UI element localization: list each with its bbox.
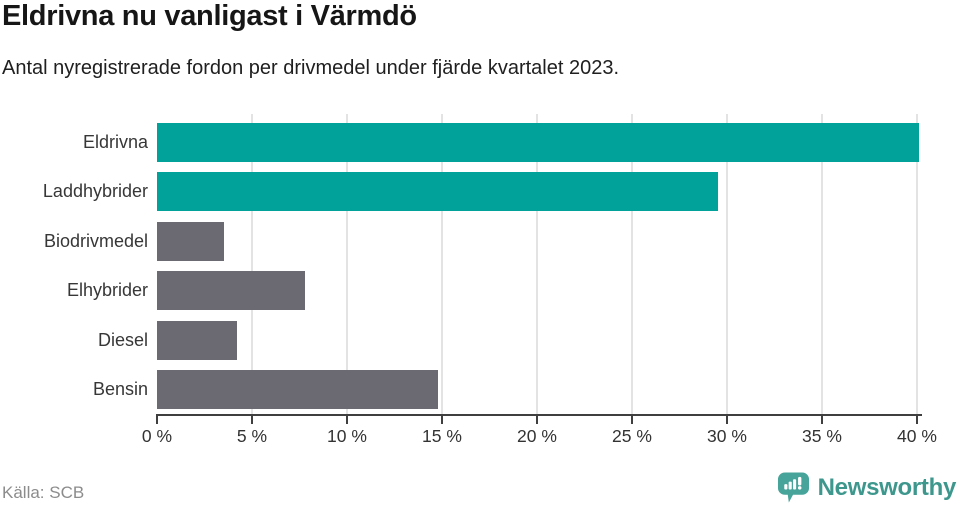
x-tick	[916, 416, 918, 424]
gridline	[251, 114, 253, 414]
newsworthy-logo-icon	[777, 472, 809, 503]
gridline	[631, 114, 633, 414]
bar-elhybrider	[157, 271, 306, 311]
category-label: Bensin	[92, 379, 148, 399]
x-tick-label: 10 %	[327, 426, 367, 446]
gridline	[536, 114, 538, 414]
x-tick-label: 0 %	[141, 426, 173, 446]
gridline	[821, 114, 823, 414]
x-tick-label: 5 %	[236, 426, 268, 446]
plot-area	[157, 114, 921, 414]
bar-laddhybrider	[157, 172, 718, 212]
bar-diesel	[157, 320, 237, 360]
gridline	[346, 114, 348, 414]
x-tick	[251, 416, 253, 424]
x-axis-line	[156, 414, 922, 416]
gridline	[441, 114, 443, 414]
x-tick	[726, 416, 728, 424]
x-tick-label: 35 %	[802, 426, 842, 446]
x-tick	[631, 416, 633, 424]
category-label: Laddhybrider	[42, 181, 148, 202]
bar-eldrivna	[157, 123, 919, 162]
category-label: Biodrivmedel	[43, 230, 148, 251]
x-tick-label: 30 %	[707, 426, 747, 446]
gridline	[726, 114, 728, 414]
category-label: Diesel	[97, 329, 148, 350]
category-label: Eldrivna	[82, 132, 148, 152]
newsworthy-logo: Newsworthy	[777, 471, 956, 504]
bar-biodrivmedel	[157, 221, 224, 261]
x-tick	[346, 416, 348, 424]
x-tick	[536, 416, 538, 424]
source-credit: Källa: SCB	[2, 483, 85, 502]
gridline	[916, 114, 918, 414]
chart-title: Eldrivna nu vanligast i Värmdö	[2, 0, 417, 32]
chart-subtitle: Antal nyregistrerade fordon per drivmede…	[2, 57, 620, 79]
x-tick	[156, 416, 158, 424]
x-tick-label: 20 %	[517, 426, 557, 446]
bar-bensin	[157, 370, 439, 409]
x-tick	[821, 416, 823, 424]
y-axis-labels: Eldrivna Laddhybrider Biodrivmedel Elhybrid…	[0, 0, 148, 505]
newsworthy-logo-text: Newsworthy	[817, 473, 957, 501]
x-tick-label: 40 %	[897, 426, 937, 446]
x-tick-label: 25 %	[612, 426, 652, 446]
category-label: Elhybrider	[66, 280, 148, 301]
x-tick	[441, 416, 443, 424]
x-tick-label: 15 %	[422, 426, 462, 446]
